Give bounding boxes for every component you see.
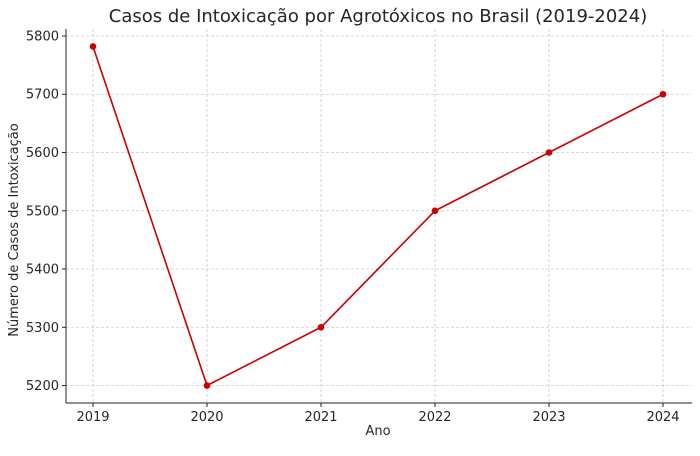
data-point — [431, 207, 439, 215]
x-tick-label: 2023 — [532, 410, 565, 425]
series — [89, 43, 667, 389]
data-point — [89, 43, 97, 50]
y-tick-label: 5700 — [26, 88, 59, 103]
y-tick-label: 5800 — [26, 29, 59, 44]
data-point — [659, 90, 667, 98]
data-point — [317, 323, 325, 331]
x-tick-label: 2024 — [646, 410, 679, 425]
y-tick-label: 5200 — [26, 379, 59, 394]
y-tick-label: 5400 — [26, 263, 59, 278]
grid — [66, 29, 692, 403]
axes: 2019 2020 2021 2022 2023 2024 5200 5300 5400 5500… — [26, 29, 692, 425]
data-point — [203, 382, 211, 389]
series-line — [92, 46, 664, 387]
y-tick-label: 5500 — [26, 204, 59, 219]
chart-title: Casos de Intoxicação por Agrotóxicos no … — [109, 6, 647, 27]
y-tick-label: 5600 — [26, 146, 59, 161]
x-tick-label: 2022 — [418, 410, 451, 425]
x-tick-label: 2019 — [76, 410, 109, 425]
x-tick-label: 2021 — [304, 410, 337, 425]
y-tick-label: 5300 — [26, 321, 59, 336]
data-point — [545, 149, 553, 156]
x-tick-label: 2020 — [190, 410, 223, 425]
y-axis-label: Número de Casos de Intoxicação — [7, 123, 22, 336]
x-axis-label: Ano — [365, 424, 390, 439]
